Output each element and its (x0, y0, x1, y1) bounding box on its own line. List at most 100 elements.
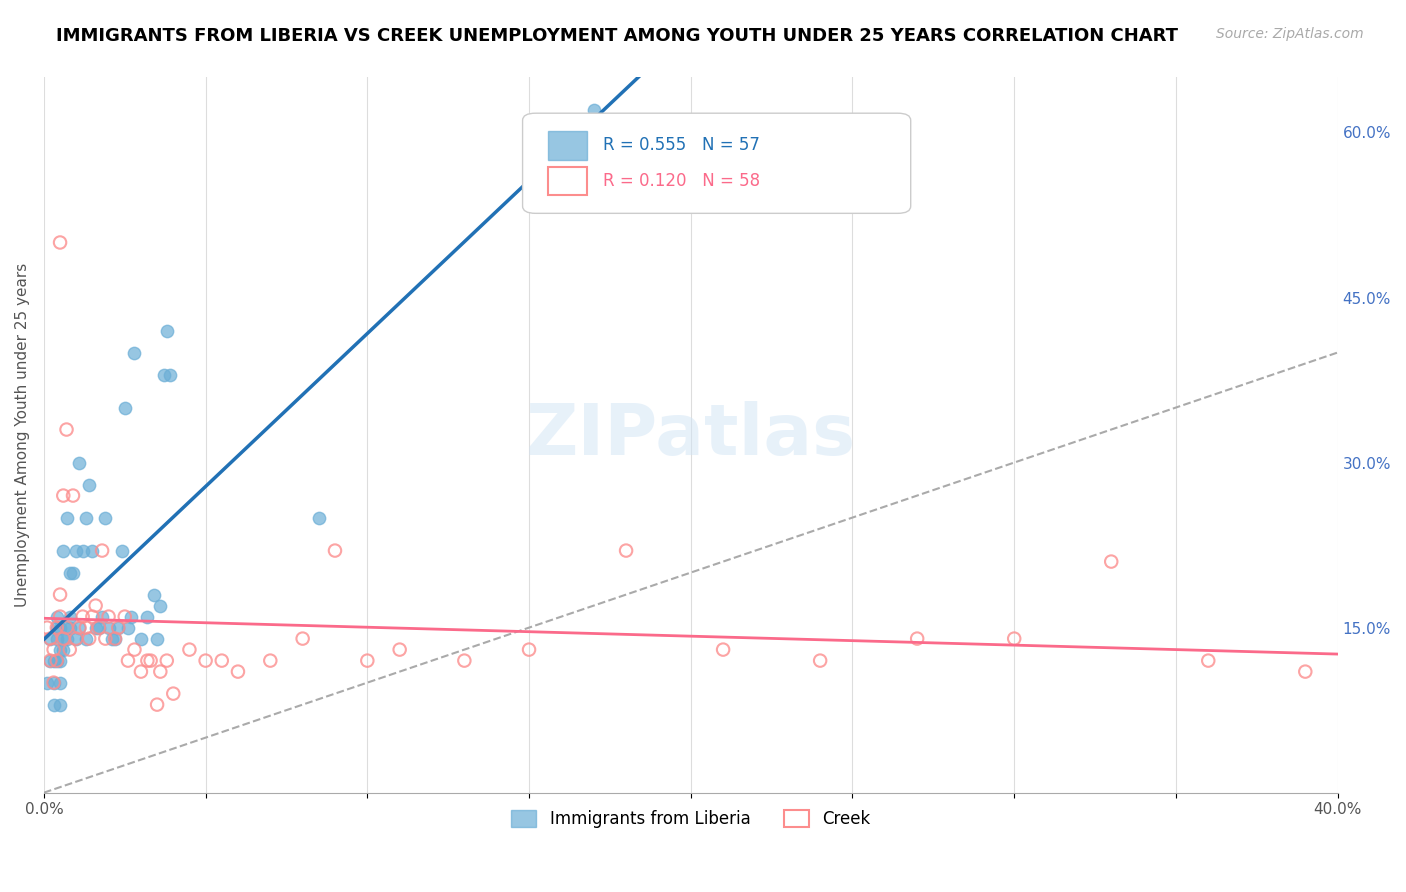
Point (107, 621, 129, 635)
Point (1002, 632, 1025, 646)
Text: IMMIGRANTS FROM LIBERIA VS CREEK UNEMPLOYMENT AMONG YOUTH UNDER 25 YEARS CORRELA: IMMIGRANTS FROM LIBERIA VS CREEK UNEMPLO… (56, 27, 1178, 45)
Point (517, 642, 540, 657)
Point (139, 654, 162, 668)
Point (39, 654, 62, 668)
Point (39, 632, 62, 646)
Point (110, 543, 132, 558)
Point (152, 368, 174, 382)
Bar (548, 131, 588, 160)
Point (808, 654, 831, 668)
Point (62, 566, 84, 580)
Point (614, 543, 637, 558)
Point (1294, 665, 1316, 679)
Point (120, 609, 142, 624)
Point (156, 324, 179, 338)
Point (259, 654, 281, 668)
Point (582, 103, 605, 118)
Point (136, 609, 159, 624)
Point (308, 510, 330, 524)
Point (65, 632, 87, 646)
Point (1099, 555, 1122, 569)
Point (156, 654, 179, 668)
Point (52, 489, 75, 503)
Point (356, 654, 378, 668)
Point (45, 654, 67, 668)
Point (179, 642, 201, 657)
Point (711, 642, 734, 657)
Point (65, 632, 87, 646)
Point (87, 621, 110, 635)
Point (45, 632, 67, 646)
Point (69, 621, 91, 635)
Point (55, 621, 77, 635)
Point (114, 609, 136, 624)
Point (59, 642, 82, 657)
Point (194, 654, 217, 668)
Point (49, 621, 72, 635)
Point (45, 609, 67, 624)
Point (94, 632, 117, 646)
Point (52, 642, 75, 657)
Point (45, 621, 67, 635)
Point (84, 599, 107, 613)
Point (55, 423, 77, 437)
Bar (548, 167, 588, 195)
Point (87, 621, 110, 635)
Text: Source: ZipAtlas.com: Source: ZipAtlas.com (1216, 27, 1364, 41)
Point (59, 566, 82, 580)
Point (65, 543, 87, 558)
Point (323, 543, 346, 558)
Point (42, 675, 65, 690)
Point (45, 621, 67, 635)
Point (52, 632, 75, 646)
Point (37, 675, 59, 690)
Point (82, 543, 104, 558)
Text: R = 0.120   N = 58: R = 0.120 N = 58 (603, 172, 759, 190)
Point (142, 588, 165, 602)
Point (45, 654, 67, 668)
Point (49, 609, 72, 624)
Point (37, 621, 59, 635)
Point (42, 698, 65, 712)
Point (91, 609, 114, 624)
Point (52, 543, 75, 558)
Point (59, 621, 82, 635)
Point (39, 632, 62, 646)
Point (117, 654, 139, 668)
Legend: Immigrants from Liberia, Creek: Immigrants from Liberia, Creek (505, 803, 877, 834)
Point (77, 632, 100, 646)
Point (49, 235, 72, 250)
Point (388, 642, 411, 657)
Point (69, 456, 91, 470)
Point (129, 632, 152, 646)
Point (55, 632, 77, 646)
Point (1197, 654, 1219, 668)
Point (162, 687, 184, 701)
Point (49, 698, 72, 712)
Point (82, 609, 104, 624)
Text: ZIPatlas: ZIPatlas (526, 401, 856, 469)
Point (97, 609, 120, 624)
Point (124, 642, 146, 657)
Point (72, 543, 94, 558)
Point (104, 632, 127, 646)
Point (149, 665, 172, 679)
Point (55, 510, 77, 524)
Point (75, 510, 97, 524)
Point (905, 632, 928, 646)
Point (75, 632, 97, 646)
Point (146, 698, 169, 712)
Point (42, 642, 65, 657)
Point (42, 675, 65, 690)
Point (72, 609, 94, 624)
Point (97, 621, 120, 635)
Point (129, 665, 152, 679)
Point (107, 621, 129, 635)
Point (94, 510, 117, 524)
Point (101, 632, 124, 646)
Text: R = 0.555   N = 57: R = 0.555 N = 57 (603, 136, 759, 154)
Point (91, 543, 114, 558)
Point (114, 401, 136, 415)
Point (77, 477, 100, 491)
Point (136, 654, 159, 668)
